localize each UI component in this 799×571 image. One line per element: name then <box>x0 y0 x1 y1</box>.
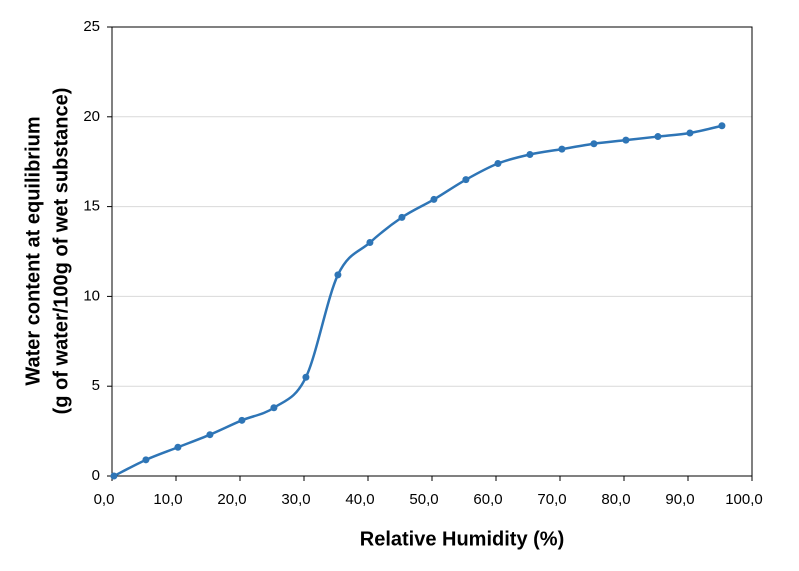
point <box>526 151 534 159</box>
x-tick-label: 20,0 <box>217 491 246 508</box>
x-tick-label: 90,0 <box>665 491 694 508</box>
y-tick-label: 10 <box>83 287 100 304</box>
point <box>430 195 438 203</box>
y-tick-label: 0 <box>92 467 100 484</box>
point <box>654 133 662 141</box>
x-tick-label: 60,0 <box>473 491 502 508</box>
point <box>206 431 214 439</box>
x-tick-label: 30,0 <box>281 491 310 508</box>
point <box>398 213 406 221</box>
plot-border <box>111 26 753 477</box>
point <box>494 159 502 167</box>
point <box>686 129 694 137</box>
point <box>718 122 726 130</box>
point <box>366 239 374 247</box>
point <box>622 136 630 144</box>
y-tick-label: 5 <box>92 377 100 394</box>
x-tick-label: 100,0 <box>725 491 763 508</box>
point <box>110 472 118 480</box>
point <box>334 271 342 279</box>
point <box>238 416 246 424</box>
point <box>142 456 150 464</box>
point <box>270 404 278 412</box>
y-axis-title: (g of water/100g of wet substance) <box>50 88 72 415</box>
y-axis-title: Water content at equilibrium <box>22 116 44 385</box>
x-axis-title: Relative Humidity (%) <box>360 528 564 550</box>
x-tick-label: 0,0 <box>94 491 115 508</box>
y-tick-label: 20 <box>83 108 100 125</box>
line <box>113 124 723 478</box>
y-tick-label: 25 <box>83 18 100 35</box>
x-tick-label: 50,0 <box>409 491 438 508</box>
x-tick-label: 10,0 <box>153 491 182 508</box>
x-tick-label: 70,0 <box>537 491 566 508</box>
point <box>558 145 566 153</box>
point <box>302 373 310 381</box>
x-tick-label: 40,0 <box>345 491 374 508</box>
y-tick-label: 15 <box>83 198 100 215</box>
point <box>590 140 598 148</box>
point <box>462 176 470 184</box>
point <box>174 443 182 451</box>
x-tick-label: 80,0 <box>601 491 630 508</box>
